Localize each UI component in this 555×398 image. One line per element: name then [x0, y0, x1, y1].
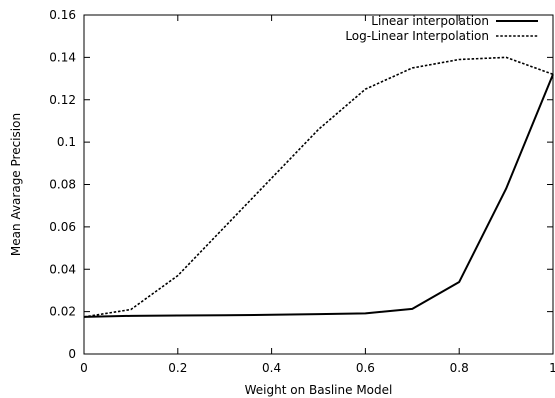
x-tick-label: 0	[80, 361, 88, 375]
x-tick-label: 1	[549, 361, 555, 375]
y-tick-label: 0.06	[49, 220, 76, 234]
y-tick-label: 0.16	[49, 8, 76, 22]
y-tick-label: 0.1	[57, 135, 76, 149]
legend-label-linear: Linear interpolation	[371, 14, 489, 28]
x-tick-label: 0.8	[450, 361, 469, 375]
series-layer	[83, 56, 554, 318]
y-tick-label: 0.12	[49, 93, 76, 107]
y-tick-label: 0.02	[49, 305, 76, 319]
y-tick-label: 0	[68, 347, 76, 361]
x-axis-ticks: 0 0.2 0.4 0.6 0.8 1	[80, 15, 555, 375]
legend-label-log-linear: Log-Linear Interpolation	[345, 29, 489, 43]
y-axis-ticks: 0 0.02 0.04 0.06 0.08 0.1 0.12 0.14 0.16	[49, 8, 553, 361]
y-tick-label: 0.04	[49, 262, 76, 276]
y-tick-label: 0.14	[49, 50, 76, 64]
series-line-linear	[83, 73, 554, 318]
plot-frame	[83, 14, 554, 355]
y-axis-title: Mean Avarage Precision	[9, 113, 23, 256]
x-tick-label: 0.6	[356, 361, 375, 375]
x-tick-label: 0.2	[168, 361, 187, 375]
x-tick-label: 0.4	[262, 361, 281, 375]
y-tick-label: 0.08	[49, 178, 76, 192]
legend: Linear interpolation Log-Linear Interpol…	[345, 14, 538, 43]
series-line-log-linear	[83, 56, 554, 318]
x-axis-title: Weight on Basline Model	[245, 383, 393, 397]
